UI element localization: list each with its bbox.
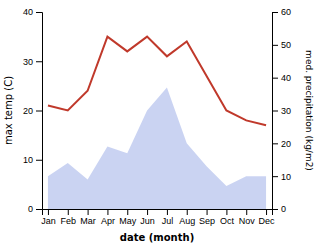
axis-line bbox=[273, 13, 279, 210]
tick-mark bbox=[272, 143, 278, 144]
x-axis: Jan FebMar Apr MayJun Jul Aug Sep Oct NovDec bbox=[41, 209, 275, 226]
tick: Dec bbox=[259, 209, 276, 226]
tick-label: Sep bbox=[199, 216, 215, 226]
tick-mark bbox=[272, 209, 278, 210]
tick-mark bbox=[272, 78, 278, 79]
tick-label: 40 bbox=[23, 7, 33, 17]
tick-mark bbox=[36, 209, 42, 210]
tick: Jan bbox=[41, 209, 56, 226]
tick: Oct bbox=[220, 209, 235, 226]
tick-mark bbox=[272, 176, 278, 177]
tick-mark bbox=[272, 111, 278, 112]
tick-label: Nov bbox=[239, 216, 256, 226]
tick-mark bbox=[107, 209, 108, 215]
tick-label: 20 bbox=[23, 106, 33, 116]
tick-label: Mar bbox=[80, 216, 96, 226]
tick: Nov bbox=[239, 209, 256, 226]
y-axis: 0 10 20 30 40 bbox=[23, 7, 43, 214]
tick: 40 bbox=[272, 73, 291, 83]
axis-line bbox=[43, 210, 273, 216]
y-axis-title: max temp (C) bbox=[3, 76, 14, 145]
tick: 20 bbox=[23, 106, 42, 116]
tick-label: Jan bbox=[41, 216, 56, 226]
plot: Jan FebMar Apr MayJun Jul Aug Sep Oct NovDec 0 10 2… bbox=[3, 7, 314, 243]
tick-label: Oct bbox=[220, 216, 235, 226]
tick-label: 60 bbox=[281, 7, 291, 17]
tick: Aug bbox=[179, 209, 195, 226]
tick-mark bbox=[167, 209, 168, 215]
marks bbox=[48, 37, 266, 209]
tick-label: 50 bbox=[281, 40, 291, 50]
y2-axis-title: med. precipitation (kg/m2) bbox=[304, 50, 314, 171]
y2-axis: 0 10 20 30 40 50 60 bbox=[272, 7, 291, 214]
tick: 30 bbox=[23, 57, 42, 67]
tick-label: Feb bbox=[61, 216, 77, 226]
tick-label: 0 bbox=[28, 204, 33, 214]
tick-mark bbox=[246, 209, 247, 215]
tick-mark bbox=[36, 12, 42, 13]
x-axis-title: date (month) bbox=[120, 232, 194, 243]
axis-line bbox=[36, 13, 43, 210]
tick-mark bbox=[36, 160, 42, 161]
tick: 40 bbox=[23, 7, 42, 17]
tick-mark bbox=[266, 209, 267, 215]
tick: Sep bbox=[199, 209, 215, 226]
tick-label: Aug bbox=[179, 216, 195, 226]
tick: Mar bbox=[80, 209, 96, 226]
tick-mark bbox=[127, 209, 128, 215]
tick: 10 bbox=[272, 172, 291, 182]
tick-mark bbox=[36, 111, 42, 112]
tick: Jul bbox=[162, 209, 174, 226]
tick-mark bbox=[88, 209, 89, 215]
tick-label: 10 bbox=[281, 172, 291, 182]
tick-mark bbox=[36, 61, 42, 62]
tick: Jun bbox=[140, 209, 155, 226]
tick-label: Jul bbox=[162, 216, 174, 226]
tick: 50 bbox=[272, 40, 291, 50]
tick: 10 bbox=[23, 155, 42, 165]
tick-label: 30 bbox=[281, 106, 291, 116]
tick: 30 bbox=[272, 106, 291, 116]
tick-label: 40 bbox=[281, 73, 291, 83]
tick: May bbox=[119, 209, 137, 226]
tick: Feb bbox=[61, 209, 77, 226]
tick-mark bbox=[187, 209, 188, 215]
tick: Apr bbox=[101, 209, 115, 226]
tick-label: 20 bbox=[281, 139, 291, 149]
tick-mark bbox=[48, 209, 49, 215]
tick: 60 bbox=[272, 7, 291, 17]
line bbox=[48, 37, 266, 126]
tick-mark bbox=[272, 12, 278, 13]
tick-mark bbox=[147, 209, 148, 215]
tick-mark bbox=[226, 209, 227, 215]
tick-label: 0 bbox=[281, 204, 286, 214]
tick-mark bbox=[207, 209, 208, 215]
tick-label: May bbox=[119, 216, 137, 226]
area bbox=[48, 88, 266, 209]
chart: Jan FebMar Apr MayJun Jul Aug Sep Oct NovDec 0 10 2… bbox=[0, 0, 318, 247]
tick: 20 bbox=[272, 139, 291, 149]
tick-mark bbox=[68, 209, 69, 215]
tick: 0 bbox=[272, 204, 286, 214]
tick-label: Jun bbox=[140, 216, 155, 226]
tick-label: Dec bbox=[259, 216, 276, 226]
tick-mark bbox=[272, 45, 278, 46]
tick-label: 10 bbox=[23, 155, 33, 165]
tick-label: Apr bbox=[101, 216, 115, 226]
tick-label: 30 bbox=[23, 57, 33, 67]
tick: 0 bbox=[28, 204, 42, 214]
